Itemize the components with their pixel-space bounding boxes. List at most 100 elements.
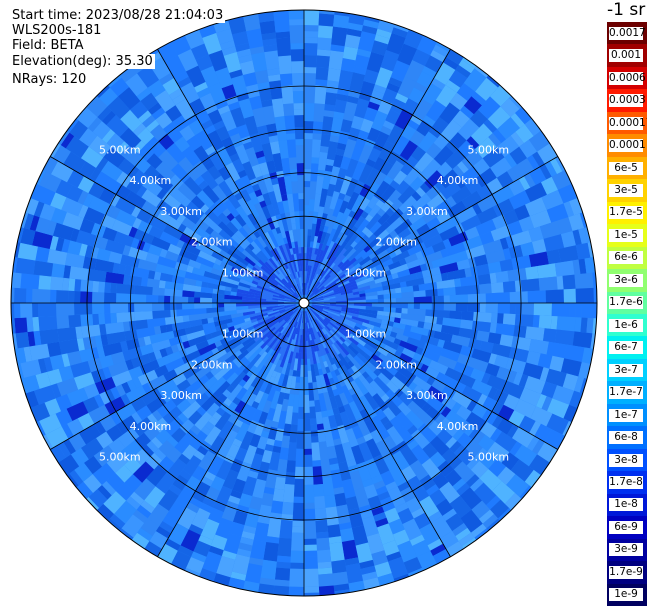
radar-cell — [446, 200, 467, 218]
radar-cell — [193, 145, 212, 166]
radar-cell — [197, 445, 209, 456]
radar-cell — [214, 411, 232, 431]
radar-cell — [373, 270, 392, 281]
radar-cell — [289, 273, 296, 286]
radar-cell — [273, 321, 280, 327]
radar-cell — [322, 310, 329, 314]
radar-cell — [476, 263, 490, 276]
radar-cell — [292, 327, 298, 340]
radar-cell — [359, 408, 371, 423]
radar-cell — [115, 197, 136, 215]
radar-cell — [328, 536, 342, 544]
range-ring-label: 5.00km — [99, 144, 141, 157]
radar-cell — [284, 299, 297, 303]
radar-cell — [310, 327, 314, 334]
radar-cell — [302, 328, 304, 341]
radar-cell — [373, 406, 387, 421]
radar-cell — [88, 135, 112, 158]
radar-cell — [83, 207, 105, 225]
radar-cell — [278, 303, 297, 306]
radar-cell — [255, 252, 267, 264]
radar-cell — [383, 455, 398, 471]
radar-cell — [204, 124, 216, 135]
radar-cell — [286, 275, 291, 282]
radar-cell — [286, 193, 295, 213]
radar-cell — [501, 452, 520, 471]
radar-cell — [353, 234, 370, 251]
radar-cell — [260, 334, 275, 350]
radar-cell — [254, 202, 265, 216]
radar-cell — [525, 197, 547, 217]
radar-cell — [292, 229, 298, 242]
radar-cell — [305, 283, 310, 296]
radar-cell — [382, 120, 395, 131]
radar-cell — [267, 68, 280, 76]
radar-cell — [181, 197, 192, 208]
colorbar-label: 1e-6 — [609, 318, 643, 332]
radar-cell — [364, 16, 380, 23]
radar-cell — [263, 238, 273, 252]
radar-cell — [254, 292, 261, 297]
radar-cell — [398, 272, 418, 283]
radar-cell — [317, 25, 334, 39]
radar-cell — [556, 275, 564, 290]
radar-cell — [257, 81, 270, 90]
radar-cell — [288, 229, 295, 243]
radar-cell — [223, 268, 242, 279]
radar-cell — [320, 213, 328, 226]
radar-cell — [198, 535, 213, 546]
radar-cell — [325, 317, 331, 322]
radar-cell — [356, 417, 371, 437]
radar-cell — [420, 348, 441, 363]
radar-cell — [83, 383, 100, 399]
radar-cell — [173, 361, 194, 376]
radar-cell — [97, 485, 112, 500]
radar-cell — [168, 88, 183, 101]
radar-cell — [260, 300, 273, 303]
radar-cell — [286, 326, 294, 338]
radar-cell — [220, 323, 228, 330]
radar-cell — [286, 326, 295, 345]
radar-cell — [297, 406, 304, 419]
radar-cell — [283, 423, 292, 437]
radar-cell — [439, 417, 460, 437]
radar-cell — [593, 287, 597, 303]
radar-cell — [350, 240, 358, 249]
radar-cell — [227, 260, 246, 273]
radar-cell — [234, 359, 251, 376]
radar-cell — [284, 115, 296, 134]
radar-cell — [306, 316, 309, 323]
radar-cell — [439, 262, 459, 274]
radar-cell — [499, 334, 514, 348]
radar-cell — [316, 55, 330, 69]
radar-cell — [309, 400, 315, 407]
radar-cell — [386, 124, 404, 146]
radar-cell — [125, 359, 135, 371]
radar-cell — [266, 217, 276, 230]
radar-cell — [223, 327, 242, 338]
radar-cell — [116, 283, 135, 295]
radar-cell — [339, 200, 349, 214]
radar-cell — [444, 469, 462, 487]
radar-cell — [229, 245, 247, 260]
radar-cell — [209, 203, 223, 217]
radar-cell — [317, 337, 325, 350]
radar-cell — [310, 163, 319, 182]
radar-cell — [246, 28, 264, 49]
radar-cell — [361, 259, 374, 269]
radar-cell — [527, 290, 546, 303]
radar-cell — [574, 272, 594, 289]
radar-cell — [442, 508, 457, 522]
radar-cell — [514, 204, 530, 221]
radar-cell — [237, 245, 245, 253]
radar-cell — [219, 402, 229, 412]
radar-cell — [310, 307, 326, 320]
radar-cell — [255, 447, 265, 456]
radar-cell — [219, 360, 228, 369]
radar-cell — [453, 461, 476, 483]
radar-cell — [365, 212, 382, 231]
radar-cell — [236, 308, 255, 314]
radar-cell — [309, 181, 317, 200]
radar-cell — [407, 303, 414, 309]
radar-cell — [33, 330, 42, 346]
